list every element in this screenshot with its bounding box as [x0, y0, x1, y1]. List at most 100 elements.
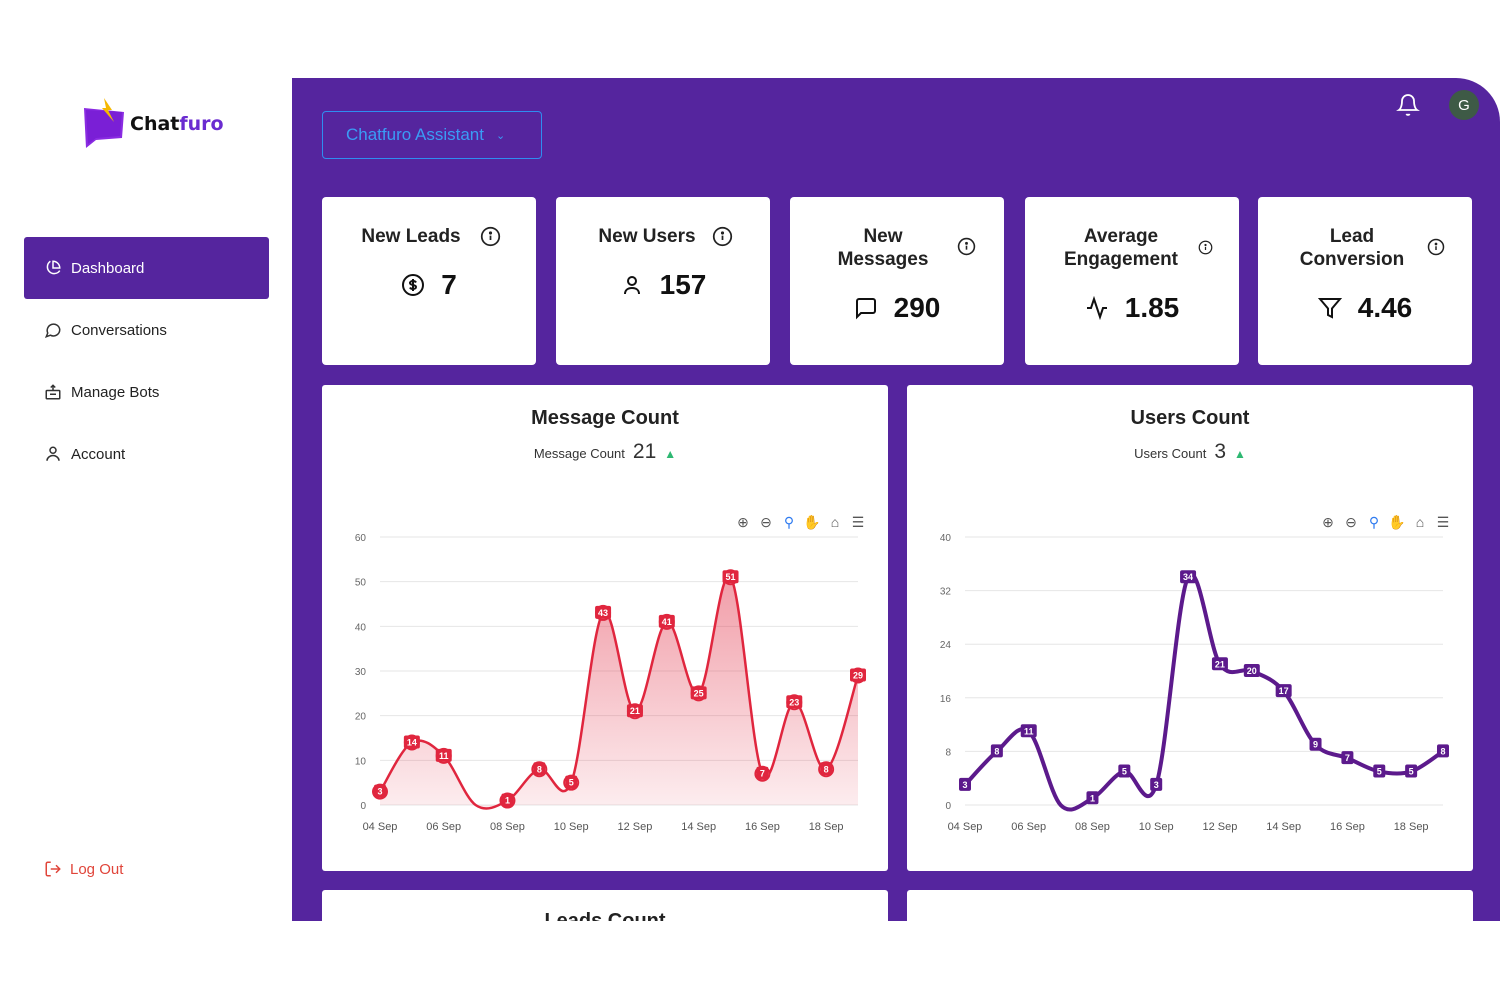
reset-home-icon[interactable]: ⌂: [1415, 514, 1425, 530]
info-icon[interactable]: [1427, 238, 1445, 256]
data-label-bg: [1405, 764, 1418, 778]
data-label-bg: [1437, 744, 1449, 758]
avatar-initial: G: [1458, 96, 1470, 114]
data-label: 1: [505, 796, 510, 806]
dollar-icon: [402, 274, 425, 296]
menu-icon[interactable]: ☰: [1436, 513, 1450, 530]
info-icon[interactable]: [1198, 240, 1213, 255]
data-label-bg: [1373, 764, 1386, 778]
stat-card-average-engagement: Average Engagement 1.85: [1025, 197, 1239, 365]
pan-hand-icon[interactable]: ✋: [803, 513, 821, 530]
y-tick-label: 0: [360, 801, 366, 812]
stat-value: 7: [322, 269, 536, 301]
assistant-select[interactable]: Chatfuro Assistant ⌄: [322, 111, 542, 159]
info-icon[interactable]: [957, 237, 976, 256]
data-label-bg: [1180, 570, 1197, 584]
stat-card-new-leads: New Leads 7: [322, 197, 536, 365]
data-label: 41: [662, 617, 672, 627]
x-tick-label: 16 Sep: [1330, 821, 1365, 833]
sidebar-item-account[interactable]: Account: [24, 423, 269, 485]
info-icon[interactable]: [480, 226, 501, 247]
zoom-out-icon[interactable]: ⊖: [1345, 513, 1357, 530]
chat-bubble-icon: [44, 323, 61, 339]
data-label-bg: [820, 762, 833, 776]
data-label: 11: [1024, 726, 1034, 736]
data-label-bg: [1211, 657, 1228, 671]
data-label: 1: [1090, 793, 1095, 803]
sidebar-item-label: Dashboard: [71, 259, 145, 277]
stat-value: 157: [556, 269, 770, 301]
data-label-bg: [403, 735, 420, 749]
series-area: [380, 576, 858, 809]
filter-icon: [1317, 298, 1342, 319]
zoom-selection-icon[interactable]: ⚲: [1368, 513, 1380, 530]
y-tick-label: 20: [355, 712, 367, 723]
logo-mark-icon: [82, 98, 126, 148]
data-label-bg: [1020, 724, 1037, 738]
chart-title: Leads Count: [544, 910, 666, 921]
sidebar-item-label: Conversations: [71, 321, 167, 339]
y-tick-label: 30: [355, 667, 367, 678]
stat-title: Average Engagement: [1063, 226, 1179, 270]
message-count-chart: 0 10 20 30 40 50 60 04 Sep 06 Sep 08 Sep 10 Sep 12 …: [355, 533, 866, 833]
zoom-in-icon[interactable]: ⊕: [1322, 513, 1334, 530]
chart-card-message-count: Message Count Message Count 21 ▲ ⊕ ⊖ ⚲ ✋…: [322, 385, 888, 871]
brand-logo[interactable]: Chatfuro: [82, 98, 224, 148]
y-tick-label: 0: [945, 801, 951, 812]
data-label: 3: [377, 787, 382, 797]
zoom-out-icon[interactable]: ⊖: [760, 513, 772, 530]
y-tick-label: 8: [945, 747, 951, 758]
data-label-bg: [1341, 751, 1354, 765]
data-label-bg: [565, 775, 578, 789]
chart-toolbar: ⊕ ⊖ ⚲ ✋ ⌂ ☰: [734, 513, 867, 531]
trend-up-icon: ▲: [664, 447, 677, 461]
bell-icon[interactable]: [1396, 92, 1420, 118]
data-label-bg: [690, 686, 707, 700]
data-label-bg: [850, 668, 866, 682]
data-label: 17: [1279, 686, 1289, 696]
y-tick-label: 24: [940, 640, 952, 651]
bot-icon: [45, 384, 61, 400]
stat-card-new-messages: New Messages 290: [790, 197, 1004, 365]
x-tick-label: 14 Sep: [1266, 821, 1301, 833]
y-tick-label: 50: [355, 578, 367, 589]
data-label: 9: [1313, 740, 1318, 750]
data-label-bg: [374, 784, 386, 798]
x-tick-label: 06 Sep: [1011, 821, 1046, 833]
chart-subtitle: Message Count 21 ▲: [533, 440, 677, 463]
zoom-selection-icon[interactable]: ⚲: [783, 513, 795, 530]
data-label: 21: [1215, 659, 1225, 669]
data-label: 20: [1247, 666, 1257, 676]
data-label: 5: [1377, 767, 1382, 777]
data-label-bg: [1118, 764, 1131, 778]
x-tick-label: 16 Sep: [745, 821, 780, 833]
reset-home-icon[interactable]: ⌂: [830, 514, 840, 530]
x-tick-label: 06 Sep: [426, 821, 461, 833]
y-tick-label: 40: [940, 533, 952, 544]
data-label-bg: [658, 614, 675, 628]
pan-hand-icon[interactable]: ✋: [1388, 513, 1406, 530]
data-label-bg: [435, 748, 452, 762]
x-tick-label: 18 Sep: [1394, 821, 1429, 833]
chart-card-leads-count: Leads Count: [322, 890, 888, 921]
user-icon: [623, 276, 640, 295]
sidebar-item-dashboard[interactable]: Dashboard: [24, 237, 269, 299]
avatar[interactable]: G: [1449, 90, 1479, 120]
trend-up-icon: ▲: [1234, 447, 1246, 461]
pie-chart-icon: [46, 260, 61, 275]
info-icon[interactable]: [712, 226, 733, 247]
data-label: 23: [789, 697, 799, 707]
series-line: [963, 572, 1445, 812]
stat-title: New Users: [598, 226, 696, 247]
sidebar-item-conversations[interactable]: Conversations: [24, 299, 269, 361]
data-label: 7: [760, 769, 765, 779]
data-label-bg: [501, 793, 514, 807]
menu-icon[interactable]: ☰: [851, 513, 865, 530]
data-label-bg: [1243, 664, 1260, 677]
logout-button[interactable]: Log Out: [44, 860, 123, 878]
stat-value: 1.85: [1025, 292, 1239, 324]
sidebar-item-manage-bots[interactable]: Manage Bots: [24, 361, 269, 423]
x-tick-label: 12 Sep: [617, 821, 652, 833]
sidebar-item-label: Account: [71, 445, 126, 463]
zoom-in-icon[interactable]: ⊕: [737, 513, 749, 530]
